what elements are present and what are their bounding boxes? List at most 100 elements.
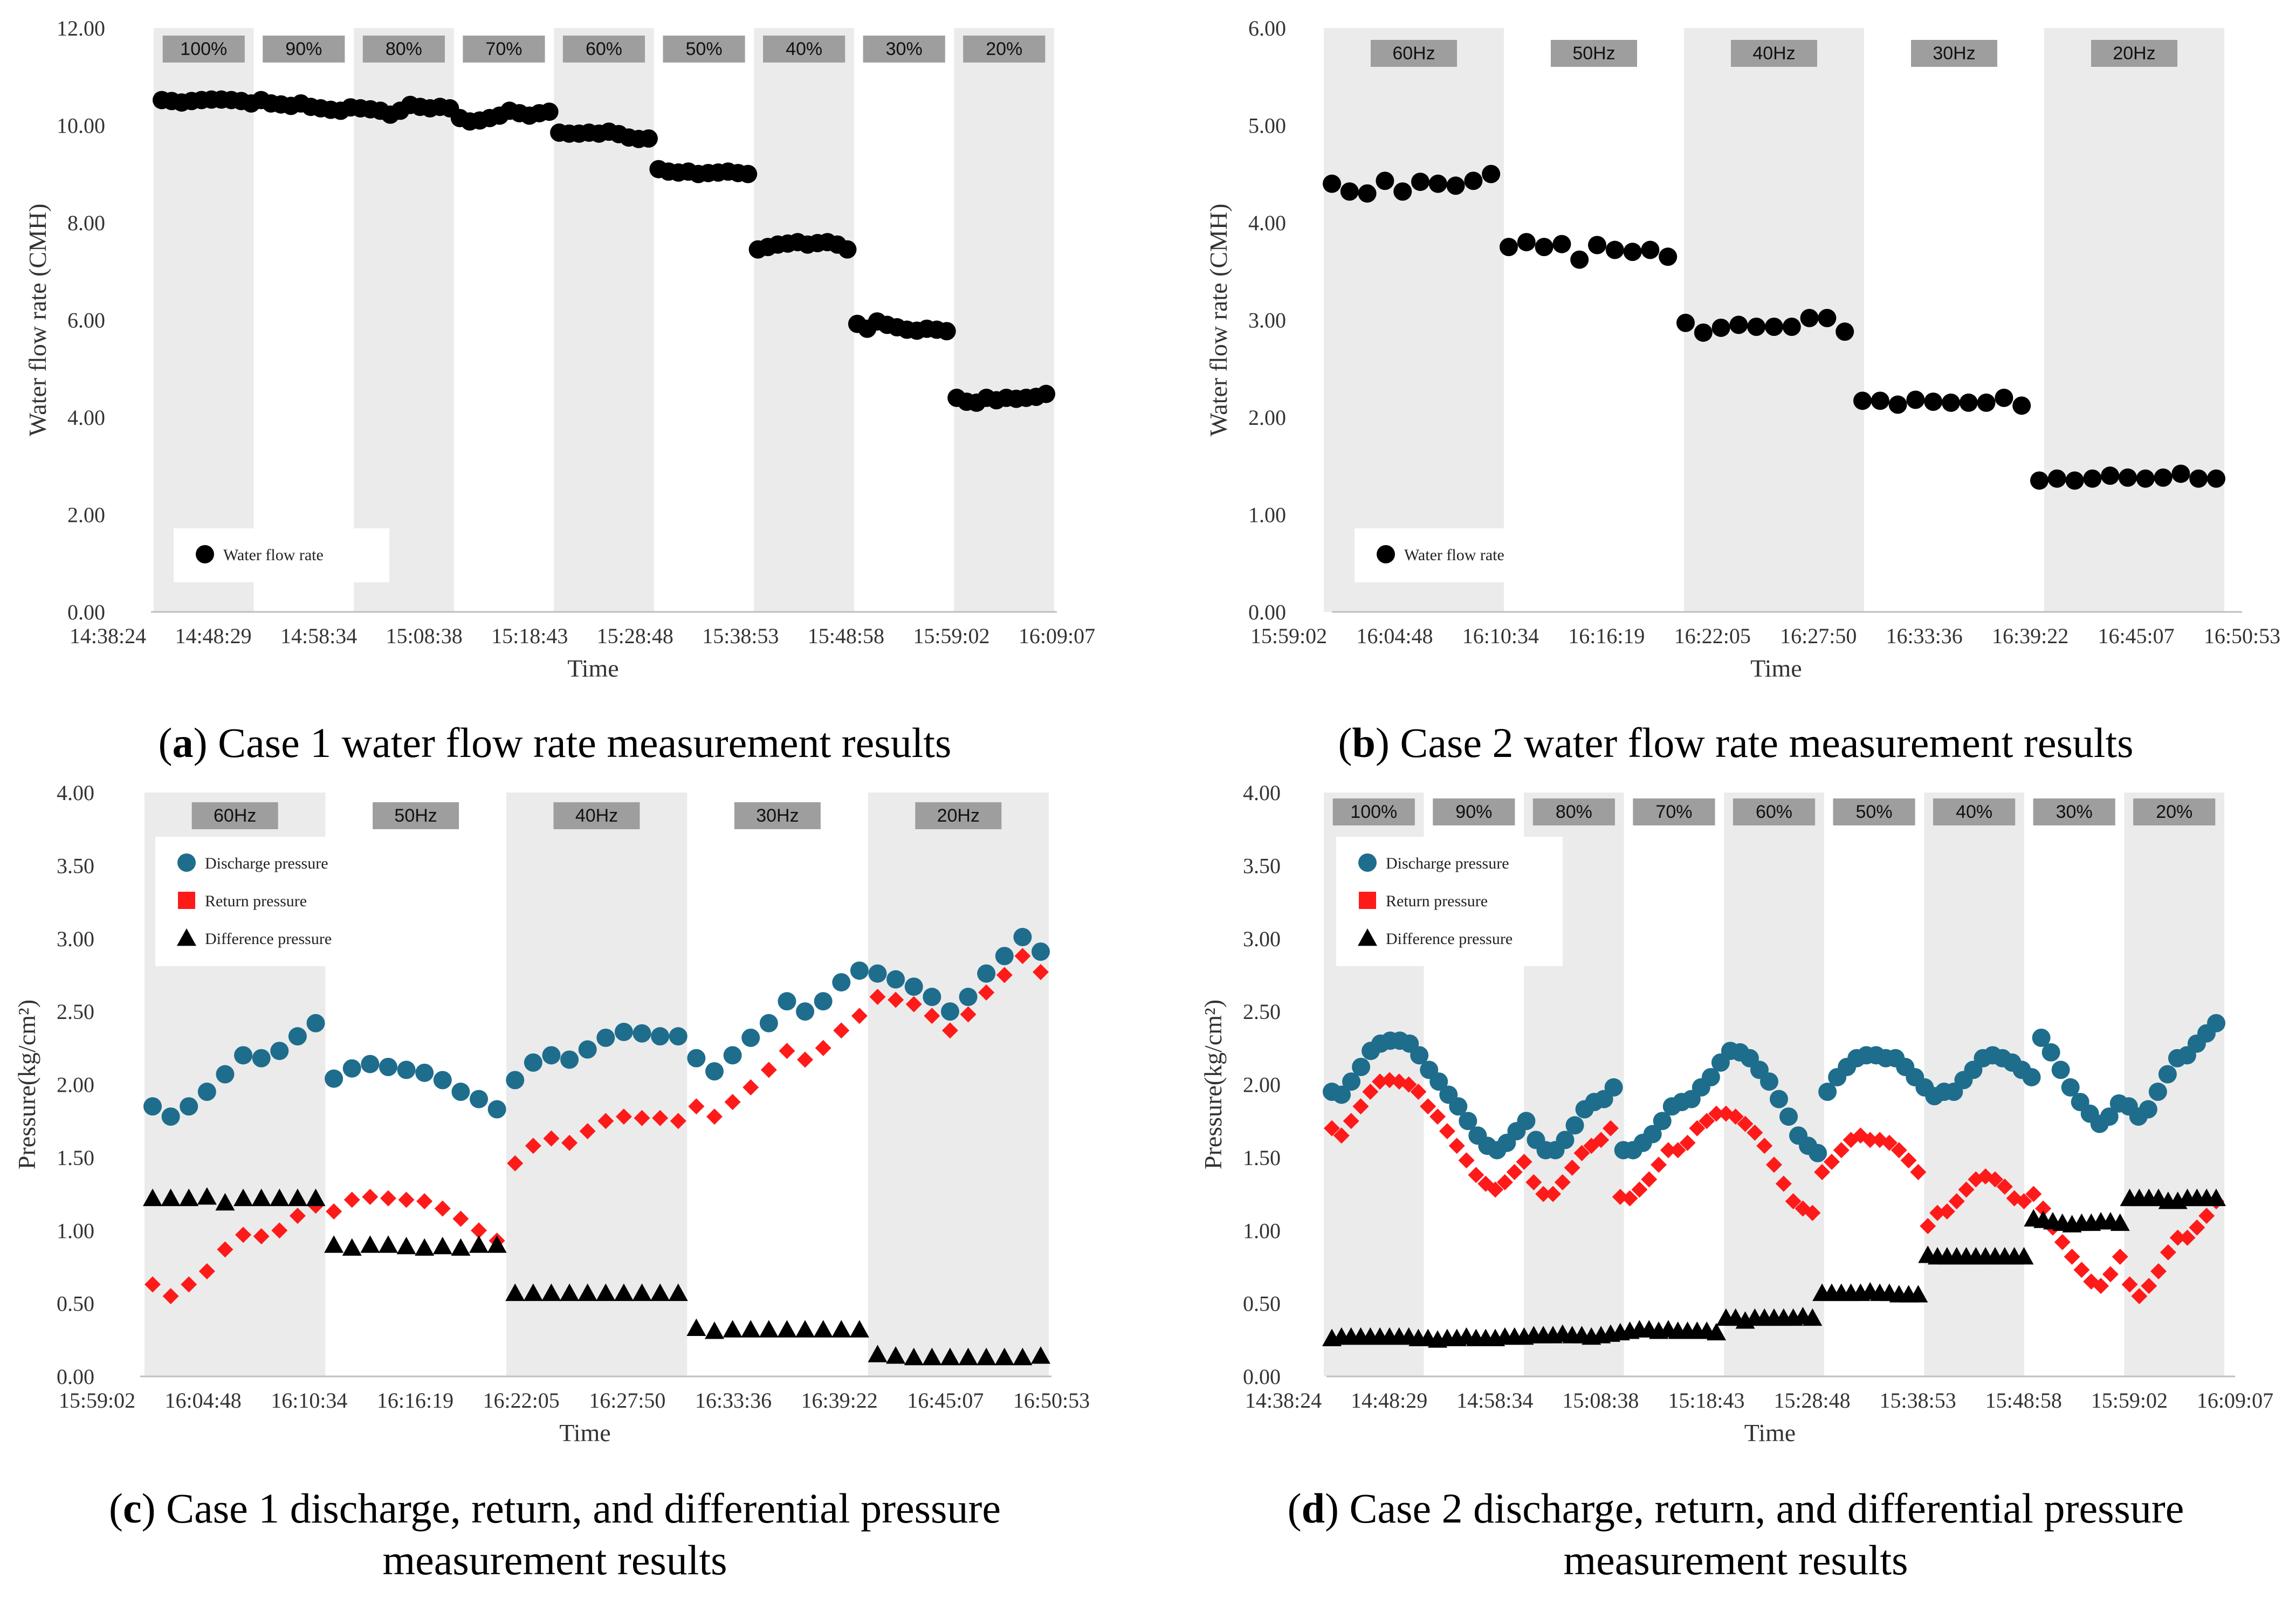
data-point-c-s0-36 <box>796 1002 815 1021</box>
data-point-d-s0-45 <box>1759 1072 1778 1091</box>
x-axis-title-d: Time <box>1744 1419 1796 1447</box>
data-point-c-s2-6 <box>251 1188 271 1207</box>
data-point-b-s0-32 <box>1888 395 1907 414</box>
data-point-c-s2-19 <box>487 1235 507 1253</box>
band-label-box-c-0 <box>191 802 278 829</box>
data-point-c-s0-1 <box>161 1107 180 1126</box>
x-tick-label-a-2: 14:58:34 <box>280 624 357 648</box>
x-tick-label-b-0: 15:59:02 <box>1250 624 1327 648</box>
legend-marker-c-1 <box>178 892 195 909</box>
data-point-c-s0-32 <box>723 1046 742 1065</box>
data-point-c-s0-31 <box>705 1062 724 1081</box>
y-tick-label-d-3: 1.50 <box>1243 1146 1281 1170</box>
data-point-d-s1-1 <box>1333 1127 1350 1144</box>
data-point-d-s0-72 <box>2022 1067 2041 1086</box>
data-point-d-s0-34 <box>1653 1112 1672 1131</box>
data-point-d-s0-24 <box>1556 1131 1575 1149</box>
data-point-c-s1-29 <box>670 1113 686 1129</box>
band-label-b-2: 40Hz <box>1752 43 1795 64</box>
data-point-c-s0-16 <box>433 1071 452 1090</box>
data-point-d-s2-82 <box>2110 1213 2130 1231</box>
data-point-b-s0-17 <box>1623 243 1642 261</box>
data-point-c-s2-20 <box>505 1283 525 1301</box>
data-point-c-s2-36 <box>795 1320 815 1338</box>
data-point-d-s2-92 <box>2206 1188 2226 1207</box>
y-tick-label-b-0: 0.00 <box>1248 600 1286 624</box>
data-point-d-s1-63 <box>1929 1204 1946 1221</box>
data-point-c-s1-10 <box>326 1203 342 1220</box>
data-point-c-s0-48 <box>1013 928 1032 947</box>
y-tick-label-d-0: 0.00 <box>1243 1365 1281 1389</box>
band-label-d-4: 60% <box>1756 802 1792 822</box>
chart-panel-a: 100% 90% 80% 70% 60% 50% 40% 30% 20% 0.00 2.00 4.00… <box>24 16 1095 682</box>
data-point-d-s1-83 <box>2121 1276 2138 1293</box>
y-tick-label-c-5: 2.50 <box>57 1000 94 1024</box>
data-point-d-s1-0 <box>1324 1120 1340 1136</box>
data-point-c-s0-13 <box>379 1058 397 1077</box>
data-point-c-s2-27 <box>632 1283 652 1301</box>
data-point-c-s0-14 <box>397 1060 416 1079</box>
data-point-d-s1-52 <box>1823 1153 1840 1170</box>
data-point-d-s1-84 <box>2131 1288 2148 1305</box>
data-point-d-s1-13 <box>1448 1138 1465 1154</box>
band-label-box-d-7 <box>2033 798 2115 825</box>
y-tick-label-a-1: 2.00 <box>67 503 105 527</box>
x-tick-label-a-6: 15:38:53 <box>702 624 779 648</box>
band-label-box-d-4 <box>1733 798 1816 825</box>
data-point-c-s1-26 <box>615 1108 632 1125</box>
data-point-c-s2-23 <box>560 1283 580 1301</box>
data-point-c-s0-49 <box>1032 942 1050 961</box>
data-point-b-s0-46 <box>2136 469 2155 488</box>
data-point-d-s1-2 <box>1343 1113 1359 1129</box>
legend-label-c-2: Difference pressure <box>205 930 332 948</box>
data-point-d-s1-70 <box>1996 1179 2013 1195</box>
data-point-d-s1-59 <box>1891 1142 1907 1159</box>
data-point-c-s2-17 <box>451 1238 471 1256</box>
data-point-d-s1-81 <box>2102 1266 2119 1283</box>
data-point-c-s0-44 <box>940 1002 959 1021</box>
data-point-d-s1-65 <box>1948 1193 1965 1210</box>
x-tick-label-b-7: 16:39:22 <box>1992 624 2068 648</box>
data-point-b-s0-23 <box>1729 315 1748 334</box>
data-point-d-s1-36 <box>1669 1142 1686 1159</box>
legend-label-d-1: Return pressure <box>1386 892 1488 910</box>
y-tick-label-c-3: 1.50 <box>57 1146 94 1170</box>
data-point-d-s1-3 <box>1352 1098 1369 1115</box>
data-point-d-s0-3 <box>1352 1058 1371 1077</box>
data-point-c-s2-35 <box>777 1320 797 1338</box>
x-tick-label-d-7: 15:48:58 <box>1985 1388 2062 1413</box>
data-point-d-s1-86 <box>2150 1263 2167 1280</box>
data-point-b-s0-37 <box>1977 393 1996 412</box>
data-point-c-s0-15 <box>415 1063 434 1082</box>
data-point-d-s0-74 <box>2041 1043 2060 1062</box>
data-point-d-s1-11 <box>1429 1108 1446 1125</box>
data-point-c-s2-34 <box>759 1320 779 1338</box>
band-label-b-4: 20Hz <box>2113 43 2155 64</box>
data-point-c-s0-38 <box>832 973 851 991</box>
data-point-c-s1-21 <box>525 1138 541 1154</box>
data-point-c-s2-1 <box>161 1188 181 1207</box>
x-tick-label-c-6: 16:33:36 <box>695 1388 772 1413</box>
data-point-c-s2-5 <box>233 1188 253 1207</box>
data-point-d-s1-29 <box>1602 1120 1619 1136</box>
data-point-d-s1-76 <box>2054 1234 2071 1250</box>
data-point-d-s1-47 <box>1775 1175 1792 1192</box>
data-point-c-s0-45 <box>959 988 978 1007</box>
data-point-c-s1-37 <box>815 1039 831 1056</box>
data-point-d-s2-40 <box>1707 1323 1727 1341</box>
data-point-c-s2-38 <box>831 1320 851 1338</box>
band-shade-a-4 <box>554 28 654 612</box>
data-point-d-s1-32 <box>1631 1181 1648 1198</box>
data-point-d-s1-20 <box>1516 1153 1532 1170</box>
data-point-c-s2-43 <box>922 1347 942 1366</box>
data-point-d-s1-45 <box>1756 1138 1773 1154</box>
data-point-c-s0-17 <box>451 1083 470 1101</box>
data-point-b-s0-42 <box>2065 471 2084 490</box>
data-point-d-s0-46 <box>1770 1090 1789 1108</box>
data-point-b-s0-12 <box>1535 238 1553 257</box>
data-point-d-s0-50 <box>1809 1144 1827 1162</box>
data-point-c-s2-26 <box>614 1283 634 1301</box>
legend-label-b-0: Water flow rate <box>1404 546 1504 564</box>
data-point-b-s0-1 <box>1340 182 1359 201</box>
x-axis-title-a: Time <box>567 655 618 682</box>
